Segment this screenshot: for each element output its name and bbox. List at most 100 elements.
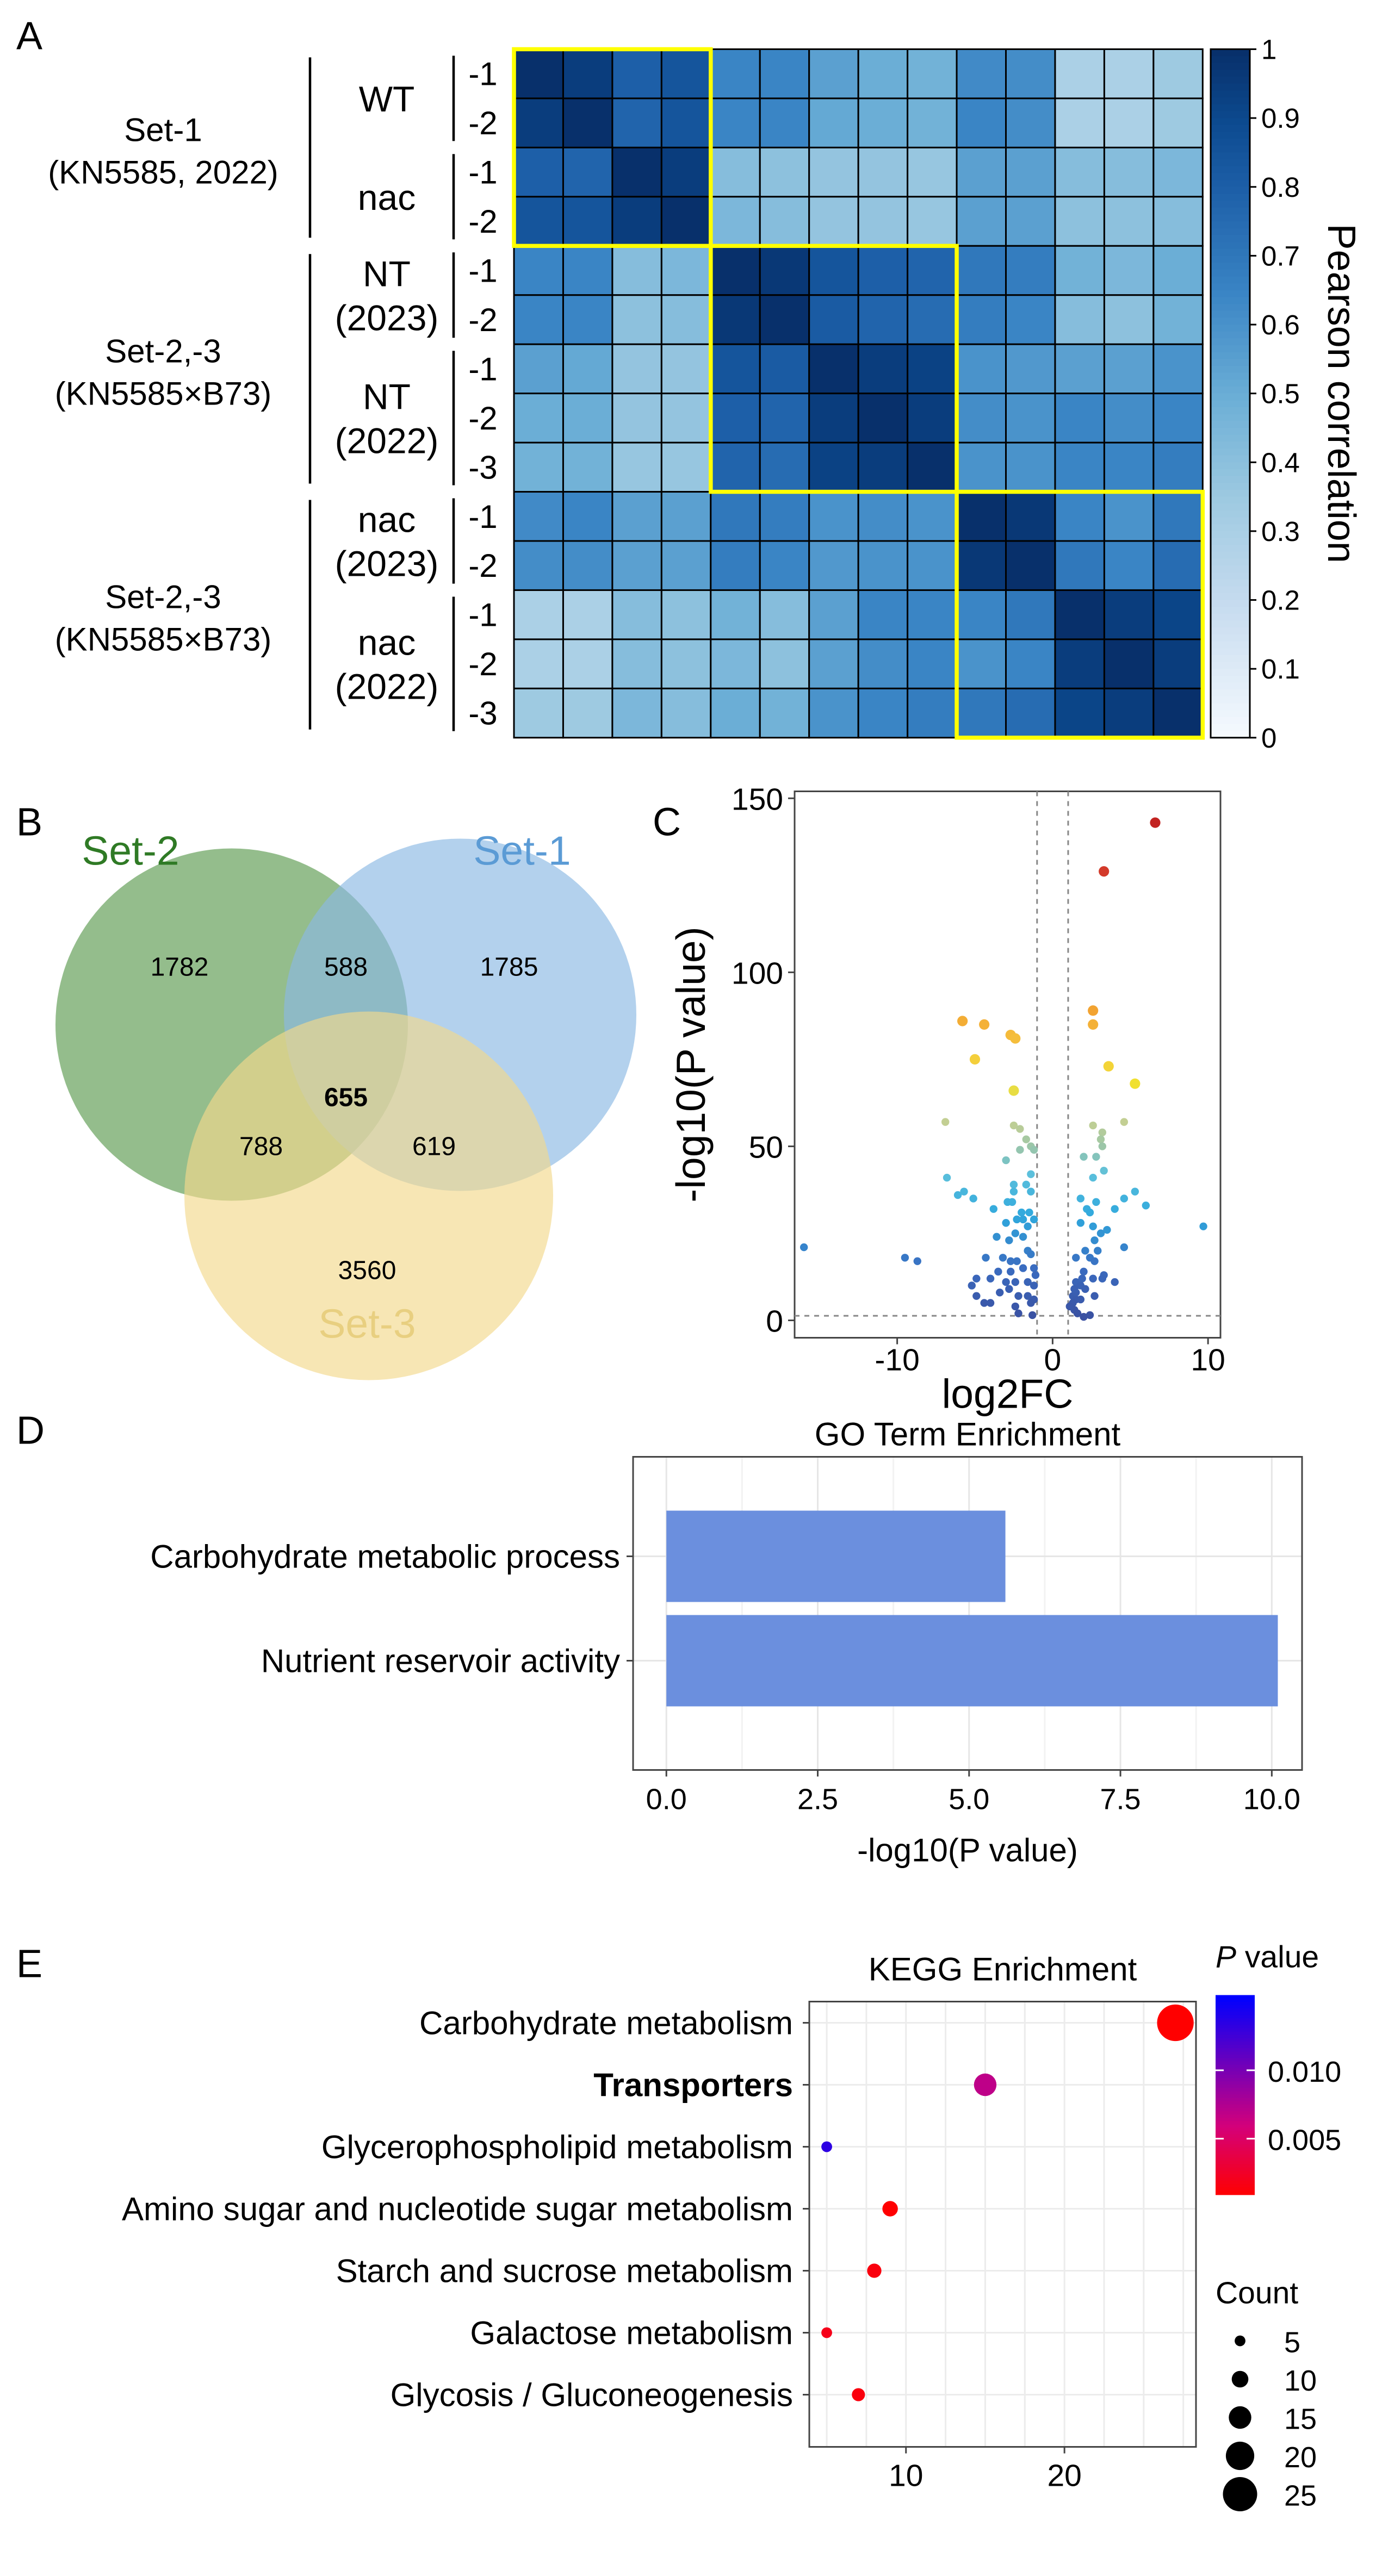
heatmap-cell: [1054, 393, 1105, 444]
heatmap-cell: [710, 638, 761, 689]
colorbar-segment: [1211, 593, 1250, 601]
volcano-point: [1111, 1278, 1119, 1286]
volcano-point: [1018, 1208, 1026, 1217]
colorbar-segment: [1211, 372, 1250, 381]
volcano-point: [1014, 1309, 1022, 1317]
heatmap-cell: [956, 343, 1007, 395]
heatmap-cell: [1054, 196, 1105, 247]
set-label: (KN5585, 2022): [48, 154, 278, 190]
pvalue-legend-title-italic: P: [1216, 1940, 1236, 1975]
heatmap-cell: [660, 294, 712, 345]
colorbar-segment: [1211, 462, 1250, 470]
volcano-point: [979, 1019, 990, 1030]
volcano-point: [1120, 1243, 1129, 1252]
heatmap-cell: [808, 638, 859, 689]
heatmap-cell: [1152, 97, 1204, 148]
volcano-point: [1031, 1271, 1040, 1279]
pvalue-colorbar-segment: [1216, 2124, 1255, 2129]
colorbar-segment: [1211, 248, 1250, 257]
volcano-point: [996, 1289, 1004, 1297]
row-label: -2: [468, 400, 497, 437]
colorbar-segment: [1211, 551, 1250, 560]
heatmap-cell: [956, 491, 1007, 542]
volcano-point: [1081, 1247, 1089, 1255]
colorbar-segment: [1211, 558, 1250, 567]
colorbar-segment: [1211, 90, 1250, 98]
volcano-point: [1092, 1198, 1100, 1206]
heatmap-cell: [1152, 245, 1204, 296]
volcano-point: [1199, 1222, 1207, 1230]
colorbar-segment: [1211, 152, 1250, 160]
set-label: (KN5585×B73): [55, 621, 272, 658]
highlight-box: [955, 489, 1205, 740]
set-label: Set-1: [124, 111, 202, 148]
colorbar-segment: [1211, 689, 1250, 698]
heatmap-cell: [808, 393, 859, 444]
heatmap-cell: [513, 491, 564, 542]
heatmap-cell: [1152, 48, 1204, 99]
venn-count: 619: [412, 1133, 456, 1161]
heatmap-cell: [611, 196, 662, 247]
go-term-label: Nutrient reservoir activity: [261, 1643, 620, 1679]
heatmap-cell: [808, 687, 859, 739]
pvalue-colorbar-segment: [1216, 2184, 1255, 2189]
volcano-point: [1078, 1274, 1086, 1283]
heatmap-cell: [956, 245, 1007, 296]
heatmap-cell: [907, 638, 958, 689]
heatmap-cell: [660, 245, 712, 296]
heatmap-cell: [611, 245, 662, 296]
heatmap-cell: [513, 294, 564, 345]
heatmap-cell: [660, 491, 712, 542]
heatmap-cell: [710, 146, 761, 198]
group-label: (2022): [335, 667, 439, 707]
kegg-dot: [974, 2073, 997, 2096]
volcano-point: [1130, 1078, 1141, 1089]
heatmap-cell: [710, 589, 761, 640]
colorbar-segment: [1211, 586, 1250, 594]
colorbar-tick-label: 0.6: [1261, 309, 1300, 340]
x-tick-label: 0.0: [646, 1783, 687, 1816]
volcano-point: [1030, 1215, 1038, 1224]
heatmap-cell: [1103, 196, 1155, 247]
count-legend-label: 5: [1284, 2326, 1300, 2359]
volcano-point: [1027, 1187, 1035, 1196]
colorbar-segment: [1211, 655, 1250, 663]
plot-frame: [794, 791, 1222, 1339]
pvalue-colorbar-segment: [1216, 2015, 1255, 2019]
heatmap-cell: [1103, 393, 1155, 444]
heatmap-cell: [562, 540, 613, 591]
heatmap-cell: [759, 343, 810, 395]
volcano-point: [1013, 1257, 1021, 1265]
colorbar-segment: [1211, 207, 1250, 216]
heatmap-cell: [611, 146, 662, 198]
colorbar-segment: [1211, 359, 1250, 367]
heatmap-cell: [513, 589, 564, 640]
x-tick-label: 5.0: [949, 1783, 989, 1816]
y-tick-label: 150: [732, 782, 783, 817]
x-tick-label: 10: [889, 2459, 923, 2493]
y-tick-label: 50: [749, 1130, 783, 1165]
colorbar-segment: [1211, 201, 1250, 209]
heatmap-cell: [808, 343, 859, 395]
volcano-point: [1027, 1299, 1035, 1307]
colorbar-segment: [1211, 627, 1250, 636]
heatmap-cell: [1054, 540, 1105, 591]
pvalue-colorbar-segment: [1216, 2127, 1255, 2132]
pvalue-colorbar-segment: [1216, 2111, 1255, 2115]
heatmap-cell: [759, 589, 810, 640]
heatmap-cell: [1005, 343, 1056, 395]
pvalue-colorbar-segment: [1216, 2038, 1255, 2043]
heatmap-cell: [611, 540, 662, 591]
colorbar-segment: [1211, 662, 1250, 670]
heatmap-cell: [759, 638, 810, 689]
colorbar-title: Pearson correlation: [1319, 223, 1363, 563]
count-legend-label: 20: [1284, 2441, 1317, 2474]
volcano-point: [1080, 1153, 1088, 1161]
volcano-point: [1080, 1267, 1088, 1276]
heatmap-cell: [562, 196, 613, 247]
volcano-point: [1007, 1257, 1015, 1265]
heatmap-cell: [808, 294, 859, 345]
volcano-point: [1076, 1295, 1085, 1304]
heatmap-cell: [710, 441, 761, 493]
pvalue-colorbar-segment: [1216, 2094, 1255, 2099]
